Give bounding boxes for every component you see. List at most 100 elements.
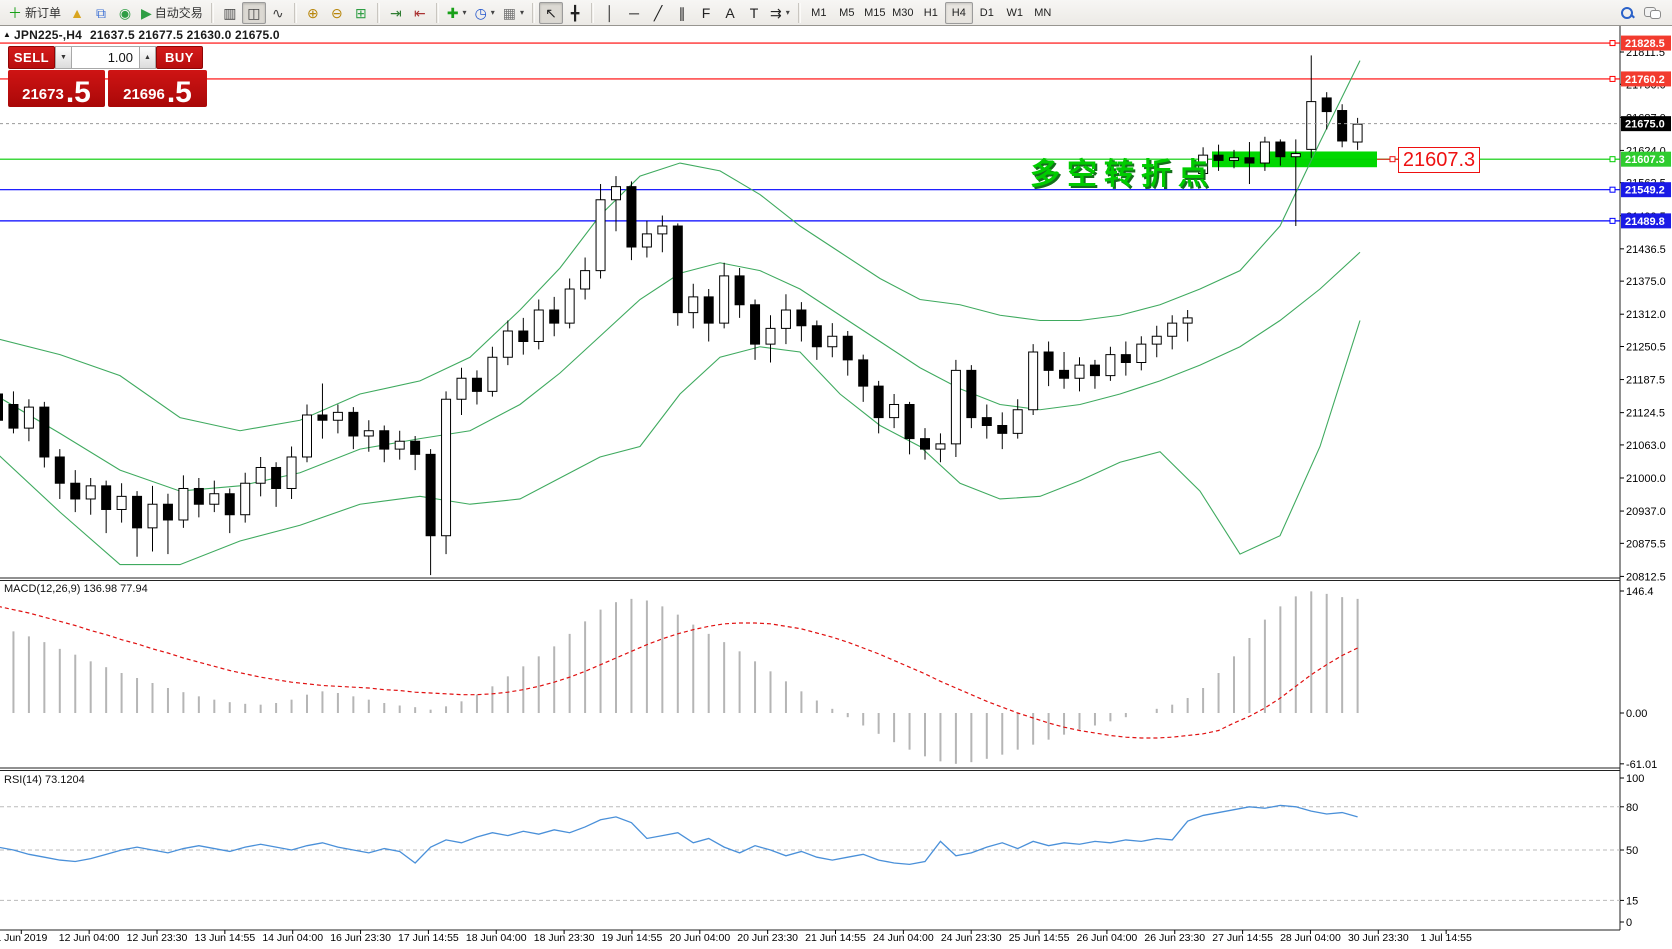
sell-price[interactable]: 21673 .5 [8,70,105,107]
auto-scroll-button[interactable]: ⇥ [384,2,408,24]
volume-decrease-button[interactable]: ▼ [55,46,72,69]
ohlc-values: 21637.5 21677.5 21630.0 21675.0 [90,28,280,42]
time-tick: 18 Jun 23:30 [534,932,595,944]
panel-collapse-icon[interactable]: ▲ [3,30,11,39]
rsi-tick: 80 [1626,802,1638,814]
fibonacci-button[interactable]: F [694,2,718,24]
arrows-button[interactable]: ⇉ ▾ [766,2,794,24]
timeframe-h1-button[interactable]: H1 [923,6,938,19]
timeframe-h4-button[interactable]: H4 [944,1,973,24]
time-tick: 26 Jun 23:30 [1144,932,1205,944]
autotrade-button[interactable]: ▶ 自动交易 [137,2,207,24]
cursor-button[interactable]: ↖ [539,1,564,24]
trendline-icon: ╱ [653,4,663,21]
zoom-in-icon: ⊕ [306,4,319,21]
arrows-icon: ⇉ [770,4,782,21]
zoom-in-button[interactable]: ⊕ [301,2,325,24]
sell-price-main: 21673 [22,86,64,103]
navigator-button[interactable]: ◉ [113,2,137,24]
toolbar-separator [532,2,536,23]
price-badge: 21607.3 [1625,154,1665,166]
cursor-icon: ↖ [545,4,557,21]
volume-increase-button[interactable]: ▲ [139,46,156,69]
chevron-down-icon: ▾ [490,8,495,17]
chevron-down-icon: ▾ [520,8,525,17]
rsi-label: RSI(14) 73.1204 [4,774,85,786]
time-tick: 24 Jun 23:30 [941,932,1002,944]
price-tick: 21375.0 [1626,276,1666,288]
navigator-icon: ◉ [118,4,132,21]
timeframe-d1-button[interactable]: D1 [979,6,994,19]
periods-button[interactable]: ◷ ▾ [471,2,499,24]
time-tick: 1 Jun 2019 [0,932,47,944]
chart-title: JPN225-,H4 21637.5 21677.5 21630.0 21675.… [14,28,280,42]
timeframe-w1-button[interactable]: W1 [1006,6,1024,19]
search-icon[interactable] [1620,6,1634,20]
label-icon: T [749,4,759,21]
autotrade-button-label: 自动交易 [154,6,203,20]
price-tick: 21312.0 [1626,309,1666,321]
buy-price-main: 21696 [123,86,165,103]
price-badge: 21675.0 [1625,119,1665,131]
time-tick: 1 Jul 14:55 [1420,932,1472,944]
timeframe-m30-button[interactable]: M30 [892,6,914,19]
trendline-button[interactable]: ╱ [646,2,670,24]
channel-button[interactable]: ∥ [670,2,694,24]
time-tick: 28 Jun 04:00 [1280,932,1341,944]
price-callout-label[interactable]: 21607.3 [1398,147,1480,173]
time-tick: 14 Jun 04:00 [262,932,323,944]
price-badge: 21549.2 [1625,185,1665,197]
label-button[interactable]: T [742,2,766,24]
buy-button[interactable]: BUY [156,46,203,69]
vertical-line-icon: │ [605,4,615,21]
zoom-out-icon: ⊖ [330,4,343,21]
chart-shift-button[interactable]: ⇤ [408,2,432,24]
rsi-tick: 100 [1626,773,1644,785]
channel-icon: ∥ [678,4,686,21]
buy-price[interactable]: 21696 .5 [108,70,207,107]
tile-windows-button[interactable]: ⊞ [349,2,373,24]
market-watch-button[interactable]: ⧉ [89,2,113,24]
time-tick: 18 Jun 04:00 [466,932,527,944]
horizontal-line-button[interactable]: ─ [622,2,646,24]
rsi-tick: 50 [1626,845,1638,857]
chart-profile-button[interactable]: ▲ [65,2,89,24]
bar-chart-button[interactable]: ▥ [218,2,242,24]
indicators-button[interactable]: ✚ ▾ [443,2,471,24]
volume-stepper: ▼ ▲ [55,46,156,69]
line-chart-icon: ∿ [271,4,284,21]
toolbar-separator [591,2,595,23]
vertical-line-button[interactable]: │ [598,2,622,24]
timeframe-m5-button[interactable]: M5 [839,6,855,19]
one-click-trading-panel: SELL ▼ ▲ BUY 21673 .5 21696 .5 [8,46,207,107]
toolbar-separator [210,2,214,23]
bar-chart-icon: ▥ [223,4,237,21]
crosshair-button[interactable]: ╋ [563,2,587,24]
time-tick: 16 Jun 23:30 [330,932,391,944]
buy-price-pips: .5 [166,75,192,109]
timeframe-mn-button[interactable]: MN [1034,6,1052,19]
line-chart-button[interactable]: ∿ [266,2,290,24]
price-tick: 20937.0 [1626,506,1666,518]
rsi-tick: 0 [1626,917,1632,929]
chart-shift-icon: ⇤ [413,4,426,21]
new-order-button[interactable]: ＋新订单 [4,2,65,24]
candlestick-button[interactable]: ◫ [241,1,266,24]
chevron-down-icon: ▾ [785,8,790,17]
time-tick: 27 Jun 14:55 [1212,932,1273,944]
sell-button[interactable]: SELL [8,46,55,69]
templates-icon: ▦ [502,4,517,21]
new-order-button-label: 新订单 [25,6,62,20]
indicators-icon: ✚ [446,4,459,21]
templates-button[interactable]: ▦ ▾ [499,2,528,24]
volume-input[interactable] [72,46,139,69]
chat-icon[interactable] [1644,6,1661,19]
timeframe-m15-button[interactable]: M15 [864,6,886,19]
zoom-out-button[interactable]: ⊖ [325,2,349,24]
text-button[interactable]: A [718,2,742,24]
time-tick: 20 Jun 04:00 [669,932,730,944]
price-badge: 21828.5 [1625,38,1665,50]
timeframe-m1-button[interactable]: M1 [811,6,827,19]
time-tick: 24 Jun 04:00 [873,932,934,944]
